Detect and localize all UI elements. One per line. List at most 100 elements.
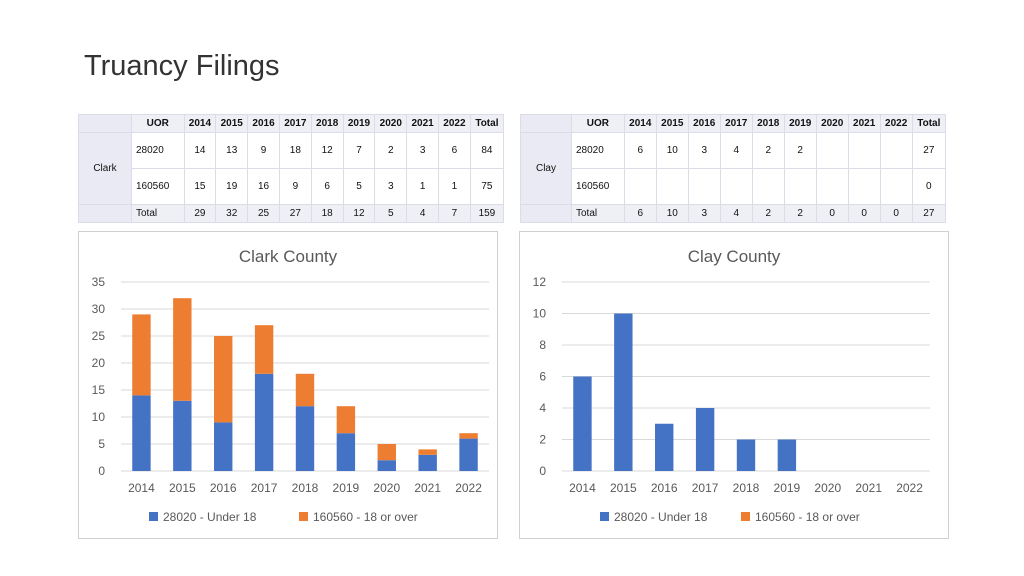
table-cell: 7 — [438, 204, 471, 223]
county-total-cell — [78, 204, 132, 223]
clay-chart-svg: Clay County 0 2 4 6 8 10 12 2014 2015 2016 2017 2018… — [533, 247, 930, 524]
y-tick-label: 25 — [92, 329, 106, 343]
table-cell: 10 — [655, 132, 689, 169]
table-cell: 2 — [783, 132, 817, 169]
legend-label: 28020 - Under 18 — [163, 510, 257, 524]
table-cell — [847, 168, 881, 205]
table-cell — [847, 132, 881, 169]
county-total-cell — [520, 204, 572, 223]
x-tick-label: 2021 — [414, 481, 441, 495]
y-tick-label: 30 — [92, 302, 106, 316]
x-tick-label: 2014 — [128, 481, 155, 495]
bar-segment — [295, 373, 315, 407]
table-cell — [687, 168, 721, 205]
y-tick-label: 5 — [98, 437, 105, 451]
table-header-cell: Total — [469, 114, 505, 133]
table-header-cell: 2015 — [215, 114, 249, 133]
table-header-cell: 2022 — [879, 114, 913, 133]
legend-label: 160560 - 18 or over — [313, 510, 418, 524]
bar-segment — [418, 449, 437, 455]
table-header-cell: 2020 — [374, 114, 408, 133]
y-tick-label: 15 — [92, 383, 106, 397]
table-row: 160560 0 — [521, 168, 947, 205]
table-cell: 6 — [623, 204, 657, 223]
table-cell: 0 — [879, 204, 913, 223]
legend-label: 28020 - Under 18 — [614, 510, 708, 524]
table-header-cell: 2021 — [406, 114, 440, 133]
table-header-cell: 2019 — [783, 114, 817, 133]
legend-swatch — [741, 512, 750, 521]
table-total-row: Total 6 10 3 4 2 2 0 0 0 27 — [520, 204, 947, 223]
table-cell: 1 — [438, 168, 471, 205]
table-header-cell: UOR — [131, 114, 185, 133]
table-header-cell: 2015 — [655, 114, 689, 133]
table-cell: 3 — [406, 132, 440, 169]
table-cell: Total — [131, 204, 185, 223]
bar-segment — [736, 439, 756, 471]
table-header-row: UOR 2014 2015 2016 2017 2018 2019 2020 2… — [78, 114, 505, 133]
page-title: Truancy Filings — [84, 50, 280, 82]
table-header-cell: UOR — [571, 114, 625, 133]
table-cell: 3 — [374, 168, 408, 205]
table-cell: Total — [571, 204, 625, 223]
bar-segment — [777, 439, 797, 471]
x-tick-label: 2017 — [251, 481, 278, 495]
table-header-cell: 2019 — [342, 114, 376, 133]
bar-segment — [173, 298, 192, 401]
table-header-cell: 2014 — [183, 114, 217, 133]
y-tick-label: 10 — [92, 410, 106, 424]
table-cell: 4 — [719, 204, 753, 223]
bar-segment — [254, 373, 274, 471]
table-cell: 6 — [623, 132, 657, 169]
x-tick-label: 2014 — [569, 481, 596, 495]
bar-segment — [254, 325, 274, 374]
table-header-cell: 2017 — [719, 114, 753, 133]
x-tick-label: 2015 — [610, 481, 637, 495]
bar-segment — [214, 422, 233, 471]
table-row: 160560 15 19 16 9 6 5 3 1 1 75 — [79, 168, 505, 205]
table-header-cell: 2014 — [623, 114, 657, 133]
y-tick-label: 6 — [539, 370, 546, 384]
table-cell: 18 — [310, 204, 344, 223]
table-cell: 5 — [342, 168, 376, 205]
x-tick-label: 2020 — [373, 481, 400, 495]
table-cell: 28020 — [131, 132, 185, 169]
bar-segment — [173, 400, 192, 471]
table-cell: 7 — [342, 132, 376, 169]
county-label: Clark — [78, 132, 132, 205]
table-cell — [879, 132, 913, 169]
table-cell: 160560 — [571, 168, 625, 205]
table-cell: 27 — [278, 204, 312, 223]
clay-county-chart: Clay County 0 2 4 6 8 10 12 2014 2015 2016 2017 2018… — [519, 231, 949, 539]
bar-segment — [336, 406, 356, 434]
table-header-cell: Total — [911, 114, 947, 133]
table-header-cell: 2016 — [687, 114, 721, 133]
table-cell: 10 — [655, 204, 689, 223]
table-cell: 27 — [911, 204, 947, 223]
clark-county-chart: Clark County 0 5 10 15 20 25 30 35 2014 2015 2016 20… — [78, 231, 498, 539]
table-cell: 29 — [183, 204, 217, 223]
county-label: Clay — [520, 132, 572, 205]
chart-title: Clay County — [688, 247, 781, 266]
table-header-cell: 2020 — [815, 114, 849, 133]
table-cell — [879, 168, 913, 205]
table-cell: 16 — [247, 168, 280, 205]
county-header-cell — [78, 114, 132, 133]
table-cell: 28020 — [571, 132, 625, 169]
table-header-cell: 2016 — [247, 114, 280, 133]
table-header-row: UOR 2014 2015 2016 2017 2018 2019 2020 2… — [520, 114, 947, 133]
table-cell: 18 — [278, 132, 312, 169]
legend-swatch — [600, 512, 609, 521]
table-cell: 6 — [310, 168, 344, 205]
table-cell: 12 — [342, 204, 376, 223]
table-cell: 12 — [310, 132, 344, 169]
table-cell: 0 — [847, 204, 881, 223]
table-cell: 2 — [751, 132, 785, 169]
table-cell: 15 — [183, 168, 217, 205]
y-tick-label: 0 — [539, 464, 546, 478]
table-cell: 6 — [438, 132, 471, 169]
table-header-cell: 2021 — [847, 114, 881, 133]
table-cell: 32 — [215, 204, 249, 223]
table-cell — [751, 168, 785, 205]
x-tick-label: 2018 — [292, 481, 319, 495]
